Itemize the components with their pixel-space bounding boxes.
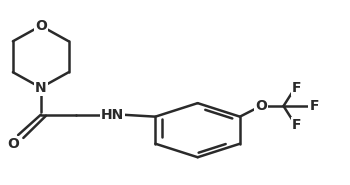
Text: O: O <box>7 137 19 151</box>
Text: F: F <box>292 81 301 95</box>
Text: F: F <box>292 118 301 132</box>
Text: N: N <box>35 81 47 95</box>
Text: O: O <box>255 99 267 113</box>
Text: HN: HN <box>101 108 124 122</box>
Text: F: F <box>309 99 319 113</box>
Text: O: O <box>35 19 47 33</box>
